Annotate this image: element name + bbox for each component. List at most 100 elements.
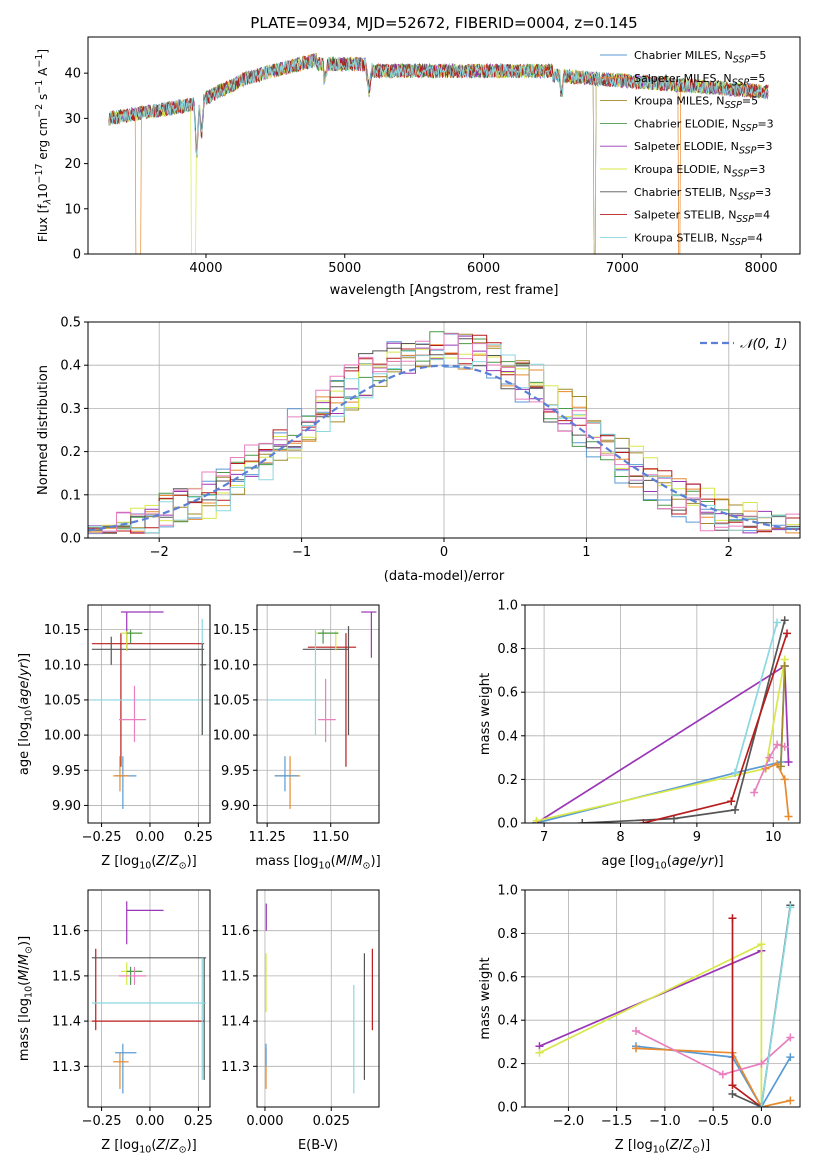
y-tick-label: 9.95 — [221, 764, 250, 779]
legend-entry: Kroupa STELIB, NSSP=4 — [634, 231, 763, 248]
weight-marker — [757, 940, 766, 949]
weight-marker — [773, 740, 782, 749]
y-tick-label: 11.3 — [221, 1060, 250, 1075]
y-tick-label: 30 — [64, 112, 81, 127]
x-tick-label: −1 — [292, 545, 311, 560]
spectrum-plot — [108, 52, 769, 254]
x-tick-label: −0.25 — [82, 830, 122, 845]
y-tick-label: 10.15 — [44, 623, 81, 638]
x-tick-label: 0.000 — [246, 1114, 283, 1129]
x-tick-label: 5000 — [328, 261, 361, 276]
x-tick-label: 8 — [616, 830, 624, 845]
x-tick-label: 0 — [440, 545, 448, 560]
legend-entry: Chabrier ELODIE, NSSP=3 — [634, 117, 774, 133]
weight-marker — [639, 819, 648, 823]
Z-mass-frame — [87, 889, 211, 1108]
y-tick-label: 0.2 — [60, 445, 81, 460]
residuals-ylabel: Normed distribution — [36, 365, 51, 495]
weight-marker — [728, 914, 737, 923]
weight-marker — [578, 819, 587, 823]
y-tick-label: 10.00 — [213, 729, 250, 744]
x-tick-label: 0.00 — [135, 830, 164, 845]
y-tick-label: 1.0 — [497, 884, 518, 899]
weight-marker — [784, 757, 793, 766]
mass-age-xlabel: mass [log10(M/M⊙)] — [255, 854, 380, 872]
weight-marker — [757, 1103, 766, 1107]
weight-line — [536, 659, 786, 822]
legend-entry: 𝒩(0, 1) — [740, 337, 787, 352]
y-tick-label: 0.6 — [497, 970, 518, 985]
y-tick-label: 11.6 — [52, 924, 81, 939]
y-tick-label: 11.3 — [52, 1060, 81, 1075]
mass-age-plot — [267, 611, 377, 809]
spectrum-title: PLATE=0934, MJD=52672, FIBERID=0004, z=0… — [250, 14, 637, 32]
weight-line — [635, 1047, 791, 1107]
weight-line — [635, 1045, 792, 1107]
y-tick-label: 0 — [73, 248, 81, 263]
Z-mass-xlabel: Z [log10(Z/Z⊙)] — [101, 1138, 196, 1156]
mass-age-frame — [256, 604, 380, 824]
weight-marker — [750, 788, 759, 797]
spectrum-line — [108, 53, 769, 156]
residuals-frame — [87, 321, 801, 539]
y-tick-label: 9.95 — [52, 764, 81, 779]
spectrum-xlabel: wavelength [Angstrom, rest frame] — [330, 283, 559, 298]
y-tick-label: 11.5 — [221, 969, 250, 984]
spectrum-axes: 4000 5000 6000 7000 8000 0 10 20 30 40 — [64, 67, 777, 276]
x-tick-label: 6000 — [467, 261, 500, 276]
y-tick-label: 10 — [64, 202, 81, 217]
x-tick-label: −0.5 — [697, 1114, 729, 1129]
x-tick-label: −0.25 — [82, 1114, 122, 1129]
y-tick-label: 0.8 — [497, 642, 518, 657]
weight-marker — [631, 1027, 640, 1036]
Z-mass-plot — [91, 901, 207, 1094]
mass-age-axes: 11.25 11.50 9.90 9.95 10.00 10.05 10.10 10.15 — [213, 605, 379, 845]
spectrum-frame — [87, 36, 801, 255]
Z-weight-plot — [535, 901, 795, 1107]
weight-marker — [728, 1081, 737, 1090]
y-tick-label: 9.90 — [52, 799, 81, 814]
Z-age-plot — [91, 611, 207, 809]
x-tick-label: 7 — [540, 830, 548, 845]
weight-marker — [535, 1048, 544, 1057]
weight-marker — [780, 662, 789, 671]
Z-weight-xlabel: Z [log10(Z/Z⊙)] — [615, 1138, 710, 1156]
y-tick-label: 0.4 — [497, 729, 518, 744]
x-tick-label: 8000 — [745, 261, 778, 276]
x-tick-label: 11.25 — [249, 830, 286, 845]
x-tick-label: −1.5 — [601, 1114, 633, 1129]
y-tick-label: 10.05 — [213, 693, 250, 708]
y-tick-label: 0.5 — [60, 316, 81, 331]
y-tick-label: 10.10 — [213, 658, 250, 673]
Z-age-frame — [87, 604, 211, 824]
legend-entry: Kroupa MILES, NSSP=5 — [634, 95, 758, 112]
Z-age-ylabel: age [log10(age/yr)] — [17, 653, 35, 775]
x-tick-label: −2 — [150, 545, 169, 560]
legend-entry: Chabrier STELIB, NSSP=3 — [634, 186, 771, 203]
x-tick-label: −2.0 — [553, 1114, 585, 1129]
y-tick-label: 10.10 — [44, 658, 81, 673]
weight-marker — [786, 1096, 795, 1105]
residuals-plot — [88, 331, 800, 535]
age-weight-ylabel: mass weight — [478, 673, 493, 755]
weight-marker — [532, 816, 541, 823]
weight-line — [780, 665, 786, 767]
weight-marker — [728, 1089, 737, 1098]
weight-marker — [776, 762, 785, 771]
x-tick-label: 1 — [582, 545, 590, 560]
y-tick-label: 0.4 — [497, 1014, 518, 1029]
weight-marker — [786, 903, 795, 912]
y-tick-label: 0.8 — [497, 927, 518, 942]
weight-marker — [783, 629, 792, 638]
legend-entry: Salpeter MILES, NSSP=5 — [634, 72, 765, 89]
weight-line — [760, 907, 792, 1107]
x-tick-label: −1.0 — [649, 1114, 681, 1129]
Z-weight-ylabel: mass weight — [478, 957, 493, 1039]
x-tick-label: 11.50 — [312, 830, 349, 845]
weight-marker — [773, 618, 782, 627]
y-tick-label: 0.1 — [60, 488, 81, 503]
spectrum-ylabel: Flux [fλ10−17 erg cm−2 s−1 A−1] — [34, 49, 54, 242]
weight-marker — [765, 753, 774, 762]
legend-entry: Kroupa ELODIE, NSSP=3 — [634, 163, 765, 180]
age-weight-frame — [524, 604, 801, 824]
